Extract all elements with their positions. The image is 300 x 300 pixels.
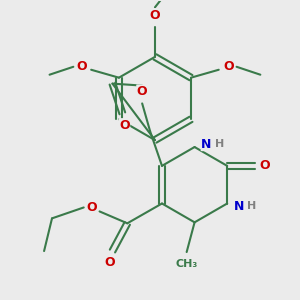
Text: N: N [234, 200, 244, 213]
Text: N: N [201, 138, 212, 151]
Text: O: O [150, 9, 160, 22]
Text: CH₃: CH₃ [176, 259, 198, 269]
Text: O: O [86, 201, 97, 214]
Text: O: O [76, 60, 87, 73]
Text: O: O [137, 85, 148, 98]
Text: O: O [104, 256, 115, 269]
Text: H: H [247, 202, 256, 212]
Text: O: O [260, 159, 270, 172]
Text: H: H [215, 139, 224, 149]
Text: O: O [119, 119, 130, 132]
Text: O: O [223, 60, 234, 73]
